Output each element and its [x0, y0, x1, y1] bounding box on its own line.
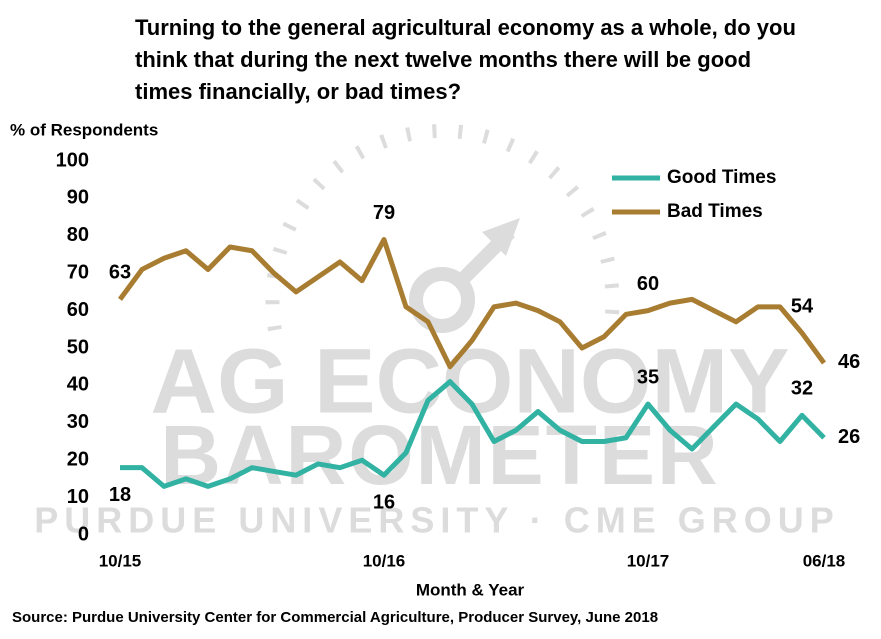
y-tick-label: 90	[67, 187, 89, 209]
watermark-gauge	[265, 124, 620, 333]
y-tick-label: 80	[67, 224, 89, 246]
y-tick-label: 40	[67, 374, 89, 396]
data-label: 46	[838, 351, 860, 373]
x-axis-title: Month & Year	[416, 580, 525, 599]
watermark-text: BAROMETER	[160, 408, 719, 502]
legend-label: Bad Times	[667, 201, 763, 222]
data-label: 18	[109, 484, 131, 506]
data-line	[117, 237, 827, 370]
data-line	[120, 379, 826, 489]
y-tick-label: 0	[78, 523, 89, 545]
data-label: 60	[637, 273, 659, 295]
chart-title: think that during the next twelve months…	[135, 47, 751, 72]
y-axis-title: % of Respondents	[10, 120, 158, 139]
data-label: 16	[373, 491, 395, 513]
watermark-text: AG ECONOMY	[151, 330, 790, 432]
x-tick-label: 10/16	[363, 551, 406, 570]
chart-title: times financially, or bad times?	[135, 79, 461, 104]
y-tick-label: 50	[67, 336, 89, 358]
y-tick-label: 100	[56, 149, 89, 171]
data-label: 32	[791, 378, 813, 400]
x-tick-label: 10/15	[99, 551, 142, 570]
data-label: 63	[109, 262, 131, 284]
y-tick-label: 10	[67, 486, 89, 508]
watermark-text: PURDUE UNIVERSITY · CME GROUP	[34, 500, 839, 541]
y-tick-label: 60	[67, 299, 89, 321]
data-label: 54	[791, 295, 814, 317]
source-note: Source: Purdue University Center for Com…	[12, 609, 658, 626]
title-block: Turning to the general agricultural econ…	[135, 15, 796, 104]
x-tick-label: 10/17	[627, 551, 670, 570]
data-label: 35	[637, 366, 659, 388]
y-tick-label: 20	[67, 448, 89, 470]
data-label: 26	[838, 426, 860, 448]
data-label: 79	[373, 202, 395, 224]
y-tick-label: 70	[67, 261, 89, 283]
legend-label: Good Times	[667, 167, 776, 188]
y-tick-label: 30	[67, 411, 89, 433]
chart-title: Turning to the general agricultural econ…	[135, 15, 796, 40]
x-tick-label: 06/18	[803, 551, 846, 570]
